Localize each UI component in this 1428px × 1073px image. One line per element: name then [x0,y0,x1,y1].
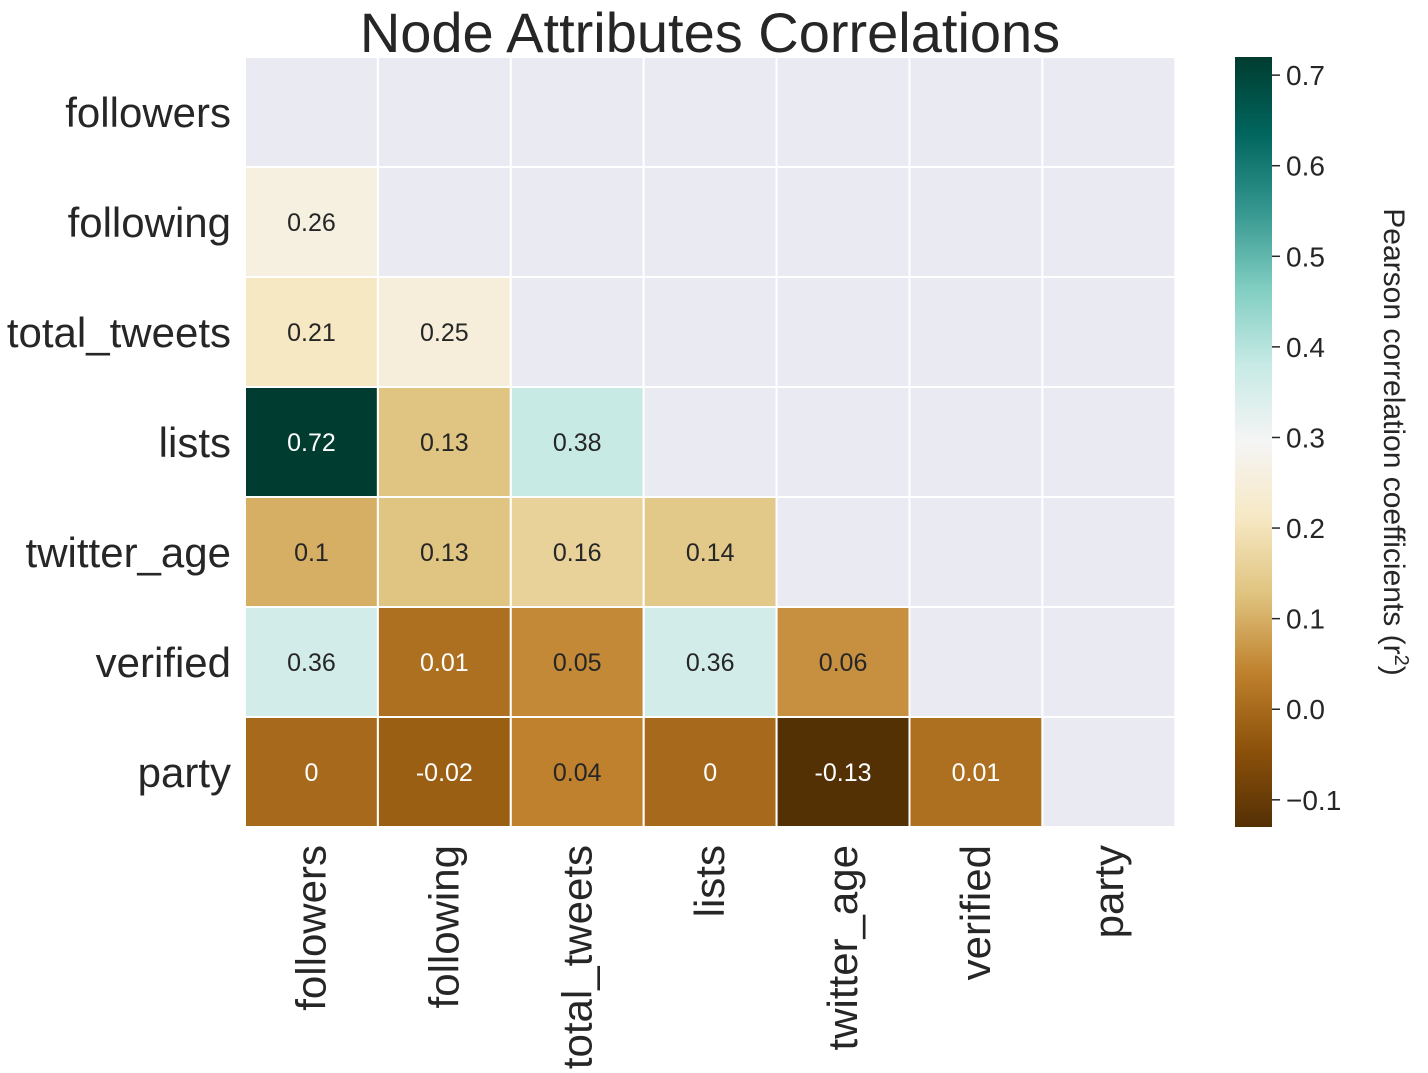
heatmap-cell [244,276,379,388]
column-label: twitter_age [819,845,866,1050]
heatmap-cell [509,386,645,498]
cell-value-label: 0.14 [686,539,735,567]
masked-cell [908,386,1044,498]
masked-cell [509,166,645,278]
heatmap-cell [376,716,512,828]
cell-value-label: 0.05 [553,649,602,677]
masked-cell [908,276,1044,388]
column-labels: followers following total_tweets lists twitt… [287,845,1131,1069]
cell-value-label: 0.1 [294,539,329,567]
cell-value-label: 0.04 [553,759,602,787]
masked-cell [775,56,911,168]
colorbar-tick-label: 0.4 [1286,332,1325,363]
column-label: verified [952,845,999,980]
masked-cell [642,386,778,498]
colorbar-label-main: Pearson correlation coefficients (r [1377,208,1410,654]
colorbar-tick-label: −0.1 [1286,785,1341,816]
cell-value-label: 0.01 [952,759,1001,787]
masked-cell [1041,606,1177,718]
row-label: verified [96,639,231,686]
row-label: twitter_age [26,529,231,576]
cell-value-label: 0.16 [553,539,602,567]
column-label: followers [287,845,334,1011]
column-label: total_tweets [553,845,600,1069]
masked-cell [908,606,1044,718]
row-label: lists [159,419,231,466]
cell-value-label: 0 [304,759,318,787]
chart-title: Node Attributes Correlations [360,1,1060,64]
masked-cell [509,276,645,388]
cell-value-label: 0.36 [686,649,735,677]
masked-cell [775,386,911,498]
cell-value-label: 0.13 [420,429,469,457]
row-label: followers [65,89,231,136]
masked-cell [1041,56,1177,168]
heatmap-cell [376,276,512,388]
masked-cell [908,166,1044,278]
masked-cell [376,56,512,168]
cell-value-label: 0.13 [420,539,469,567]
cell-value-label: 0.36 [287,649,336,677]
masked-cell [775,166,911,278]
colorbar-label-end: ) [1377,666,1410,676]
heatmap-cell [642,716,778,828]
colorbar-tick-label: 0.3 [1286,422,1325,453]
row-label: following [68,199,231,246]
masked-cell [509,56,645,168]
heatmap-cell [642,606,778,718]
heatmap-cell [376,496,512,608]
colorbar-tick-label: 0.2 [1286,513,1325,544]
masked-cell [376,166,512,278]
colorbar-gradient [1235,57,1272,827]
colorbar: −0.1 0.0 0.1 0.2 0.3 0.4 0.5 0.6 0.7 Pearson cor… [1235,57,1412,827]
masked-cell [1041,386,1177,498]
colorbar-label: Pearson correlation coefficients (r2) [1377,208,1412,675]
cell-value-label: 0.06 [819,649,868,677]
masked-cell [1041,496,1177,608]
colorbar-tick-label: 0.0 [1286,694,1325,725]
masked-cell [775,496,911,608]
heatmap-cell [642,496,778,608]
heatmap-cell [244,166,379,278]
masked-cell [775,276,911,388]
cell-value-label: -0.02 [416,759,473,787]
cell-value-label: 0.26 [287,209,336,237]
masked-cell [908,496,1044,608]
colorbar-label-superscript: 2 [1390,655,1412,666]
heatmap-cell [244,716,379,828]
cell-value-label: -0.13 [815,759,872,787]
row-label: total_tweets [7,309,231,356]
masked-cell [642,56,778,168]
colorbar-tick-label: 0.1 [1286,604,1325,635]
column-label: following [420,845,467,1008]
cell-value-label: 0.25 [420,319,469,347]
cell-value-label: 0.01 [420,649,469,677]
colorbar-tick-label: 0.6 [1286,151,1325,182]
row-label: party [138,749,231,796]
heatmap-cells: 0.26 0.21 0.25 0.72 0.13 0.38 0.1 0.13 0.16 0.14 0… [244,56,1177,828]
masked-cell [1041,166,1177,278]
masked-cell [244,56,379,168]
masked-cell [642,166,778,278]
cell-value-label: 0.21 [287,319,336,347]
heatmap-cell [376,606,512,718]
colorbar-tick-label: 0.7 [1286,60,1325,91]
cell-value-label: 0.72 [287,429,336,457]
cell-value-label: 0.38 [553,429,602,457]
column-label: party [1085,845,1132,938]
colorbar-tick-label: 0.5 [1286,241,1325,272]
masked-cell [1041,276,1177,388]
masked-cell [642,276,778,388]
cell-value-label: 0 [703,759,717,787]
heatmap-cell [908,716,1044,828]
masked-cell [1041,716,1177,828]
heatmap-cell [775,716,911,828]
colorbar-ticks: −0.1 0.0 0.1 0.2 0.3 0.4 0.5 0.6 0.7 [1272,60,1341,816]
heatmap-cell [509,716,645,828]
column-label: lists [686,845,733,917]
masked-cell [908,56,1044,168]
